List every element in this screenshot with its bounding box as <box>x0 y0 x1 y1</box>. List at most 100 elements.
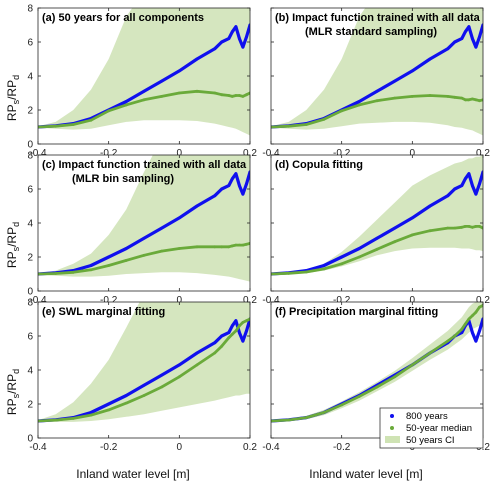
point-median <box>177 375 181 379</box>
point-800-years <box>142 236 146 240</box>
y-tick-label: 4 <box>27 219 33 230</box>
point-800-years <box>460 37 464 40</box>
point-median <box>304 123 308 126</box>
x-tick-label: -0.4 <box>29 295 47 306</box>
point-median <box>287 271 291 275</box>
point-median <box>287 124 291 128</box>
point-800-years <box>89 411 93 414</box>
point-median <box>54 272 58 275</box>
point-800-years <box>124 247 128 250</box>
point-median <box>410 233 414 237</box>
point-800-years <box>241 192 245 196</box>
x-tick-label: -0.2 <box>100 442 118 453</box>
panel-subtitle: (MLR standard sampling) <box>305 26 437 38</box>
y-tick-label: 8 <box>27 4 33 15</box>
point-median <box>467 317 471 321</box>
point-800-years <box>453 187 457 191</box>
x-tick-label: -0.4 <box>29 148 47 159</box>
x-tick-label: -0.4 <box>262 148 280 159</box>
panel-d: -0.4 -0.2 0 0.2 (d) Copula fitting <box>262 154 490 306</box>
legend-swatch-ci <box>385 436 400 443</box>
point-800-years <box>478 329 481 333</box>
point-median <box>241 95 245 98</box>
point-median <box>453 226 457 230</box>
point-800-years <box>474 45 478 49</box>
point-800-years <box>227 37 231 40</box>
x-tick-label: -0.4 <box>262 442 280 453</box>
ylabel-main: RP <box>5 104 19 121</box>
x-tick-label: 0 <box>177 442 183 453</box>
x-tick-label: 0.2 <box>476 295 490 306</box>
point-median <box>410 363 414 367</box>
point-800-years <box>238 331 241 334</box>
point-median <box>177 247 181 250</box>
plot-content <box>38 8 250 136</box>
point-median <box>322 267 326 271</box>
legend-label-800-years: 800 years <box>406 411 448 422</box>
x-tick-label: -0.2 <box>333 295 351 306</box>
y-tick-label: 0 <box>27 287 33 298</box>
point-800-years <box>471 184 474 188</box>
point-800-years <box>107 255 111 259</box>
point-median <box>227 94 231 97</box>
point-800-years <box>160 79 164 83</box>
x-tick-label: 0 <box>410 295 416 306</box>
point-800-years <box>234 25 238 29</box>
point-median <box>304 270 308 274</box>
point-800-years <box>478 182 481 186</box>
panel-title: (e) SWL marginal fitting <box>42 306 165 318</box>
point-median <box>107 408 111 412</box>
point-800-years <box>446 47 450 51</box>
point-median <box>124 401 128 405</box>
panel-subtitle: (MLR bin sampling) <box>72 173 174 185</box>
ylabel-sub2: d <box>11 75 21 80</box>
point-median <box>245 242 248 246</box>
point-800-years <box>124 394 128 397</box>
point-median <box>446 95 450 98</box>
point-800-years <box>195 57 199 61</box>
point-median <box>234 94 238 97</box>
panel-c: -0.4 -0.2 0 0.2 0 2 4 6 8 (c) Impact function tra… <box>27 151 257 307</box>
point-800-years <box>160 373 164 377</box>
legend-entry-800-years: 800 years <box>390 411 448 422</box>
point-800-years <box>471 37 474 40</box>
point-median <box>460 96 464 100</box>
point-median <box>54 124 58 128</box>
point-800-years <box>230 30 234 34</box>
point-median <box>241 243 245 247</box>
point-median <box>213 91 217 95</box>
point-median <box>453 95 457 99</box>
point-800-years <box>177 363 181 367</box>
point-800-years <box>245 329 248 333</box>
point-median <box>107 264 111 267</box>
point-median <box>471 225 474 229</box>
point-median <box>471 314 474 317</box>
y-tick-label: 0 <box>27 434 33 445</box>
x-tick-label: -0.4 <box>262 295 280 306</box>
point-median <box>322 411 326 414</box>
y-tick-label: 2 <box>27 400 33 411</box>
y-tick-label: 4 <box>27 366 33 377</box>
point-800-years <box>410 216 414 220</box>
point-median <box>227 245 231 249</box>
point-median <box>238 243 241 247</box>
point-800-years <box>467 25 471 29</box>
point-800-years <box>230 177 234 181</box>
y-tick-label: 6 <box>27 332 33 343</box>
point-800-years <box>463 30 467 34</box>
x-tick-label: 0.2 <box>243 442 257 453</box>
panel-title: (f) Precipitation marginal fitting <box>275 306 438 318</box>
point-median <box>393 240 397 244</box>
point-median <box>287 418 291 422</box>
point-median <box>71 270 75 274</box>
point-800-years <box>428 57 432 61</box>
point-median <box>410 95 414 98</box>
point-800-years <box>160 226 164 230</box>
point-median <box>234 243 238 247</box>
point-800-years <box>357 100 361 103</box>
point-median <box>471 97 474 101</box>
y-tick-label: 8 <box>27 298 33 309</box>
point-800-years <box>474 192 478 196</box>
point-800-years <box>177 69 181 73</box>
point-median <box>234 329 238 333</box>
